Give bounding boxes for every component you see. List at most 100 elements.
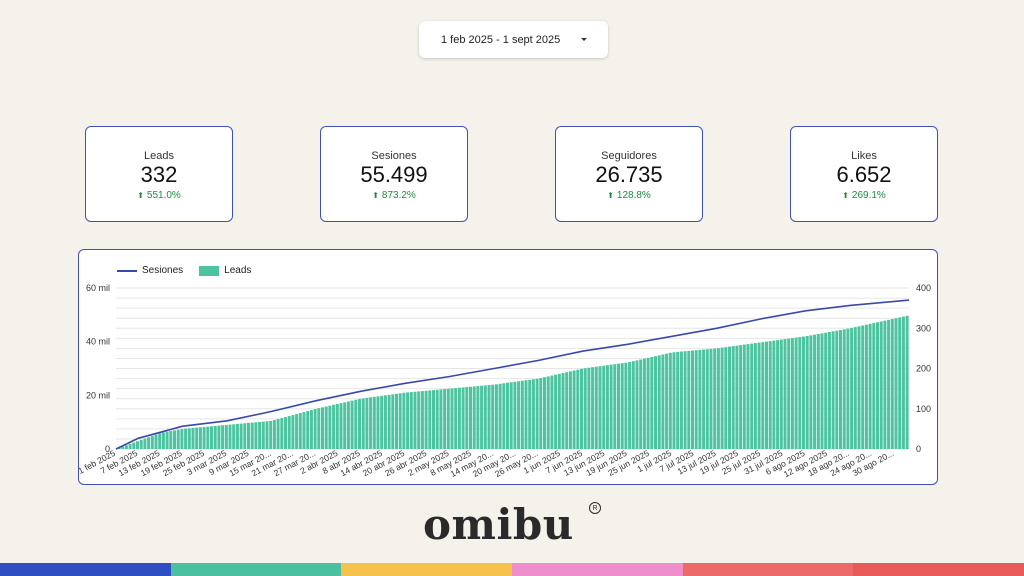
leads-bar — [439, 389, 443, 449]
leads-bar — [568, 371, 572, 449]
leads-bar — [335, 403, 339, 449]
leads-bar — [794, 337, 798, 449]
leads-bar — [691, 350, 694, 449]
leads-bar — [306, 411, 310, 449]
leads-bar — [809, 335, 813, 449]
leads-bar — [905, 315, 909, 449]
leads-bar — [779, 339, 783, 449]
registered-mark-icon: R — [589, 502, 601, 514]
leads-bar — [557, 373, 561, 449]
leads-bar — [839, 329, 842, 449]
leads-bar — [369, 397, 373, 449]
leads-bar — [868, 323, 872, 449]
leads-bar — [291, 415, 295, 449]
leads-bar — [901, 316, 905, 449]
leads-bar — [546, 376, 550, 449]
leads-bar — [572, 370, 576, 449]
leads-bar — [406, 392, 410, 449]
leads-bar — [332, 404, 336, 449]
leads-bar — [813, 334, 817, 449]
leads-bar — [676, 351, 680, 449]
date-range-picker[interactable]: 1 feb 2025 - 1 sept 2025 — [419, 21, 608, 58]
leads-bar — [720, 347, 724, 449]
leads-bar — [605, 365, 609, 449]
leads-bar — [136, 441, 139, 449]
kpi-delta: ⬆ 551.0% — [137, 190, 181, 201]
leads-bar — [195, 427, 199, 449]
leads-bar — [446, 388, 450, 449]
leads-bar — [765, 341, 768, 449]
leads-bar — [576, 369, 580, 449]
footer-stripe-segment — [512, 563, 683, 576]
leads-bar — [350, 400, 354, 449]
leads-bar — [261, 421, 265, 449]
leads-bar — [783, 339, 787, 449]
leads-bar — [361, 398, 365, 449]
leads-bar — [591, 367, 595, 449]
leads-bar — [443, 389, 447, 449]
leads-bar — [750, 343, 754, 449]
leads-bar — [187, 428, 191, 449]
leads-bar — [450, 388, 454, 449]
leads-bar — [550, 375, 554, 449]
leads-bar — [731, 346, 735, 449]
leads-bar — [502, 383, 506, 449]
leads-bar — [224, 424, 228, 449]
leads-bar — [735, 345, 739, 449]
leads-bar — [561, 373, 565, 449]
brand-logo: omibu — [423, 500, 574, 549]
arrow-up-icon: ⬆ — [137, 190, 144, 200]
leads-bar — [857, 326, 861, 449]
leads-bar — [816, 333, 820, 449]
leads-bar — [254, 422, 258, 449]
leads-bar — [757, 342, 761, 449]
leads-bar — [235, 423, 239, 449]
leads-bar — [150, 435, 154, 449]
leads-bar — [617, 363, 620, 449]
leads-bar — [284, 417, 287, 449]
kpi-delta-value: 551.0% — [146, 189, 181, 201]
kpi-delta: ⬆ 128.8% — [607, 190, 651, 201]
leads-bar — [520, 380, 524, 449]
leads-bar — [402, 392, 406, 449]
leads-bar — [635, 360, 639, 449]
leads-bar — [528, 379, 532, 449]
leads-bar — [594, 366, 598, 449]
leads-bar — [753, 343, 757, 449]
leads-bar — [435, 389, 439, 449]
legend-bar-swatch — [199, 265, 220, 276]
kpi-label: Seguidores — [601, 149, 657, 162]
footer-stripe-segment — [170, 563, 342, 576]
leads-bar — [457, 387, 461, 449]
kpi-card-likes: Likes 6.652 ⬆ 269.1% — [790, 126, 938, 222]
legend-label-sesiones: Sesiones — [142, 265, 184, 276]
leads-bar — [180, 429, 184, 449]
leads-bar — [124, 445, 128, 449]
leads-bar — [876, 322, 879, 449]
footer-color-stripe — [0, 563, 1024, 576]
leads-bar — [206, 426, 210, 449]
leads-bar — [298, 413, 302, 449]
leads-bar — [420, 391, 424, 449]
leads-bar — [668, 352, 672, 449]
kpi-label: Likes — [851, 149, 877, 162]
leads-bar — [483, 385, 487, 449]
leads-bar — [383, 395, 387, 449]
leads-bar — [650, 356, 654, 449]
kpi-delta: ⬆ 269.1% — [842, 190, 886, 201]
leads-bar — [805, 336, 809, 449]
caret-down-icon — [581, 38, 587, 41]
leads-bar — [173, 430, 176, 449]
kpi-delta-value: 128.8% — [616, 189, 651, 201]
leads-bar — [787, 338, 791, 449]
leads-bar — [346, 401, 350, 449]
leads-bar — [328, 405, 332, 449]
leads-bar — [846, 328, 850, 449]
kpi-label: Sesiones — [371, 149, 417, 162]
kpi-card-sesiones: Sesiones 55.499 ⬆ 873.2% — [320, 126, 468, 222]
leads-bar — [694, 350, 698, 449]
leads-bar — [276, 419, 280, 449]
leads-bar — [613, 364, 617, 449]
kpi-value: 26.735 — [595, 161, 663, 187]
leads-bar — [898, 317, 902, 449]
